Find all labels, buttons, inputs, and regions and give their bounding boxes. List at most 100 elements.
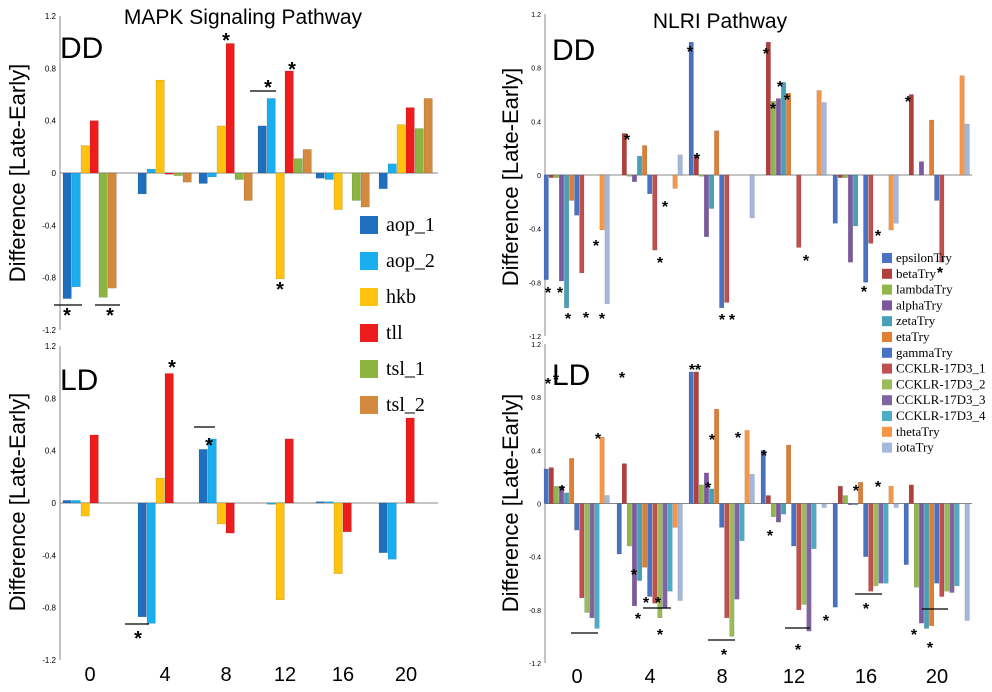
bar-aop_2 (207, 172, 217, 178)
bar-gammaTry (863, 174, 869, 283)
bar-lambdaTry (698, 484, 704, 504)
bar-aop_1 (378, 502, 388, 553)
bar-tsl_1 (98, 172, 108, 298)
y-tick-label: -0.8 (42, 604, 56, 613)
x-tick-right: 20 (926, 666, 948, 688)
bar-iotaTry (604, 174, 610, 305)
bar-aop_2 (266, 502, 276, 505)
bar-aop_2 (266, 98, 276, 174)
significance-star: * (875, 479, 882, 496)
bar-etaTry (569, 458, 575, 504)
bar-CCKLR-17D3_4 (594, 503, 600, 629)
bar-gammaTry (934, 503, 940, 584)
significance-star: * (911, 627, 918, 644)
bar-tll (164, 172, 174, 175)
bar-betaTry (548, 467, 554, 504)
bar-hkb (155, 477, 165, 504)
chart-nlri-ld: 1.2 0.8 0.4 0 -0.4 -0.8 -1.2 (529, 342, 972, 668)
bar-lambdaTry (842, 495, 848, 504)
bar-thetaTry (744, 430, 750, 504)
bar-etaTry (642, 503, 648, 568)
significance-star: * (763, 46, 770, 63)
bar-CCKLR-17D3_1 (939, 503, 945, 597)
panel-label-mapk-ld: LD (60, 364, 98, 397)
x-tick-right: 0 (571, 666, 582, 688)
bar-gammaTry (863, 503, 869, 557)
panel-label-nlri-ld: LD (552, 359, 590, 392)
bar-betaTry (693, 154, 699, 176)
bar-aop_1 (198, 449, 208, 504)
significance-star: * (643, 595, 650, 612)
bar-iotaTry (604, 495, 610, 504)
legend-swatch (882, 253, 892, 263)
bar-aop_1 (198, 172, 208, 184)
ylabel-nlri-dd: Difference [Late-Early] (498, 68, 523, 286)
significance-star: * (729, 312, 736, 329)
significance-star: * (635, 611, 642, 628)
bar-iotaTry (964, 123, 970, 176)
legend-swatch (882, 379, 892, 390)
bar-tll (284, 70, 294, 174)
significance-star: * (593, 238, 600, 255)
bar-hkb (275, 172, 285, 280)
bar-CCKLR-17D3_2 (584, 503, 590, 613)
bar-CCKLR-17D3_3 (734, 503, 740, 600)
bar-alphaTry (919, 161, 924, 176)
bar-iotaTry (821, 102, 827, 176)
significance-star: * (853, 483, 860, 500)
legend-label: lambdaTry (896, 282, 953, 297)
bar-lambdaTry (913, 503, 919, 588)
legend-swatch (882, 300, 892, 311)
bar-CCKLR-17D3_1 (868, 503, 874, 592)
bar-thetaTry (672, 503, 678, 528)
significance-star: * (735, 430, 742, 447)
bar-epsilonTry (832, 503, 838, 608)
legend-swatch (882, 268, 892, 279)
bar-epsilonTry (760, 450, 766, 504)
bar-tll (342, 502, 352, 532)
x-ticks-left: 0 4 8 12 16 20 (84, 664, 417, 686)
bar-epsilonTry (543, 174, 549, 280)
bar-epsilonTry (688, 41, 694, 176)
bar-zetaTry (637, 156, 642, 176)
legend-swatch (882, 347, 892, 358)
bar-CCKLR-17D3_4 (739, 503, 745, 541)
bar-tsl_2 (107, 172, 117, 289)
legend-swatch (882, 332, 892, 342)
y-tick-label: -0.8 (529, 608, 541, 615)
bar-lambdaTry (770, 101, 776, 176)
bar-thetaTry (599, 436, 605, 504)
bar-tsl_1 (173, 172, 183, 176)
y-tick-label: 0.8 (531, 395, 541, 402)
bar-alphaTry (848, 174, 853, 263)
x-tick-right: 16 (855, 666, 877, 688)
y-tick-label: 1.2 (45, 342, 57, 351)
bar-aop_2 (324, 501, 334, 504)
y-tick-label: -1.2 (42, 326, 56, 335)
bar-CCKLR-17D3_2 (657, 503, 663, 619)
bar-lambdaTry (698, 174, 704, 177)
bar-aop_1 (315, 501, 325, 504)
bar-gammaTry (647, 174, 653, 194)
significance-star: * (770, 101, 777, 118)
y-tick-label: -1.2 (529, 661, 541, 668)
bar-tsl_2 (243, 172, 253, 201)
x-tick-left: 16 (332, 664, 354, 686)
bar-epsilonTry (616, 503, 622, 555)
bar-aop_2 (146, 502, 156, 624)
bar-tsl_1 (351, 172, 361, 201)
bar-tll (284, 438, 294, 504)
bar-CCKLR-17D3_3 (662, 503, 668, 609)
bar-etaTry (786, 444, 792, 504)
bar-gammaTry (719, 503, 725, 528)
significance-star: * (63, 305, 71, 327)
bar-hkb (80, 145, 90, 174)
y-tick-label: -1.2 (42, 656, 56, 665)
significance-star: * (557, 285, 564, 302)
left-title: MAPK Signaling Pathway (124, 6, 363, 29)
bar-epsilonTry (832, 174, 838, 224)
bar-iotaTry (749, 174, 755, 219)
bar-CCKLR-17D3_1 (579, 174, 585, 274)
